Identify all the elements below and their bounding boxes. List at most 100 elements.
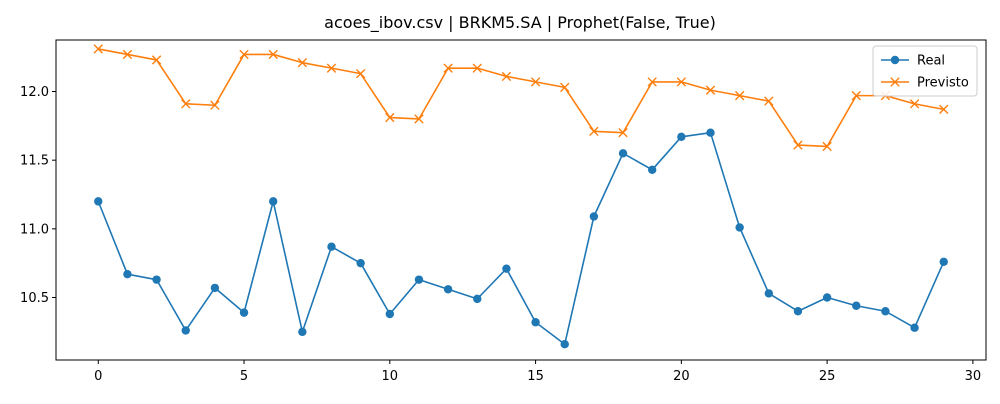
legend-box — [872, 45, 978, 97]
x-tick-label: 0 — [94, 369, 102, 384]
data-point-previsto — [705, 85, 716, 95]
marker-stroke — [326, 63, 337, 73]
data-point-real — [239, 308, 249, 317]
data-point-previsto — [414, 114, 424, 124]
data-point-previsto — [822, 141, 832, 152]
data-point-previsto — [909, 99, 920, 109]
marker-stroke — [734, 90, 745, 101]
data-point-previsto — [93, 44, 103, 54]
data-point-previsto — [297, 57, 308, 68]
data-point-real — [560, 340, 569, 349]
chart-title: acoes_ibov.csv | BRKM5.SA | Prophet(Fals… — [324, 13, 716, 33]
data-point-previsto — [560, 82, 570, 93]
data-point-previsto — [618, 128, 628, 138]
data-point-previsto — [793, 140, 803, 150]
marker-stroke — [385, 112, 395, 123]
y-tick-label: 12.0 — [20, 85, 49, 100]
marker-stroke — [530, 77, 541, 87]
legend: Real Previsto — [872, 45, 978, 97]
data-point-real — [473, 294, 482, 304]
marker-stroke — [297, 57, 308, 68]
legend-entry-previsto: Previsto — [881, 76, 969, 91]
data-point-real — [298, 327, 307, 337]
marker-stroke — [501, 71, 512, 82]
marker-stroke — [793, 140, 803, 150]
data-point-real — [385, 309, 395, 319]
legend-marker — [890, 55, 900, 65]
data-point-previsto — [326, 63, 337, 73]
marker-stroke — [472, 63, 482, 73]
marker-stroke — [122, 49, 133, 60]
data-point-previsto — [734, 90, 745, 101]
data-point-real — [910, 323, 919, 332]
data-point-previsto — [589, 126, 599, 137]
marker-stroke — [822, 141, 832, 152]
data-point-real — [793, 307, 803, 316]
marker-stroke — [764, 96, 774, 106]
data-point-real — [443, 285, 453, 294]
legend-entry-real: Real — [881, 54, 945, 69]
marker-stroke — [268, 49, 278, 60]
series-line-previsto — [98, 48, 944, 148]
data-point-previsto — [239, 49, 249, 60]
data-point-real — [618, 149, 628, 158]
y-tick-label: 10.5 — [20, 291, 49, 306]
data-point-previsto — [151, 55, 162, 65]
marker-stroke — [355, 68, 366, 79]
legend-label: Previsto — [917, 76, 969, 91]
y-tick-label: 11.0 — [20, 222, 49, 237]
marker-stroke — [414, 114, 424, 124]
series-line-real — [97, 131, 945, 346]
x-tick-label: 25 — [819, 369, 836, 384]
data-point-real — [356, 258, 365, 268]
marker-stroke — [443, 63, 453, 73]
axes-frame — [55, 39, 987, 361]
data-point-real — [939, 257, 948, 267]
data-point-real — [822, 293, 832, 302]
data-point-real — [152, 275, 161, 284]
data-point-real — [881, 307, 890, 316]
data-point-real — [764, 289, 774, 298]
data-point-previsto — [764, 96, 774, 106]
x-tick-label: 30 — [965, 369, 982, 384]
data-point-previsto — [939, 104, 949, 115]
marker-stroke — [210, 100, 220, 110]
data-point-real — [502, 264, 511, 273]
marker-stroke — [676, 77, 687, 87]
data-point-real — [210, 283, 220, 293]
data-point-previsto — [122, 49, 133, 60]
marker-stroke — [939, 104, 949, 115]
legend-marker — [890, 77, 900, 87]
x-tick-label: 5 — [240, 369, 248, 384]
data-point-real — [268, 197, 278, 206]
marker-stroke — [93, 44, 103, 54]
data-point-previsto — [501, 71, 512, 82]
data-point-real — [181, 326, 190, 335]
data-point-real — [94, 197, 103, 206]
data-point-previsto — [647, 77, 657, 87]
marker-stroke — [647, 77, 657, 87]
x-tick-label: 10 — [382, 369, 399, 384]
data-point-previsto — [181, 99, 191, 109]
data-point-previsto — [385, 112, 395, 123]
x-tick-label: 20 — [673, 369, 690, 384]
axes: 0 5 10 15 20 25 30 10.5 11.0 11.5 12.0 — [20, 39, 987, 384]
data-point-real — [531, 318, 540, 327]
data-point-previsto — [851, 90, 861, 101]
data-point-previsto — [355, 68, 366, 79]
plot-area — [93, 44, 949, 349]
data-point-real — [327, 242, 336, 251]
marker-stroke — [851, 90, 861, 101]
marker-stroke — [239, 49, 249, 60]
y-tick-label: 11.5 — [20, 154, 49, 169]
marker-stroke — [618, 128, 628, 138]
data-point-previsto — [472, 63, 482, 73]
data-point-previsto — [676, 77, 687, 87]
data-point-previsto — [268, 49, 278, 60]
x-tick-label: 15 — [527, 369, 544, 384]
data-point-real — [706, 128, 715, 137]
data-point-real — [123, 269, 132, 279]
data-point-previsto — [210, 100, 220, 110]
data-point-real — [414, 275, 424, 284]
